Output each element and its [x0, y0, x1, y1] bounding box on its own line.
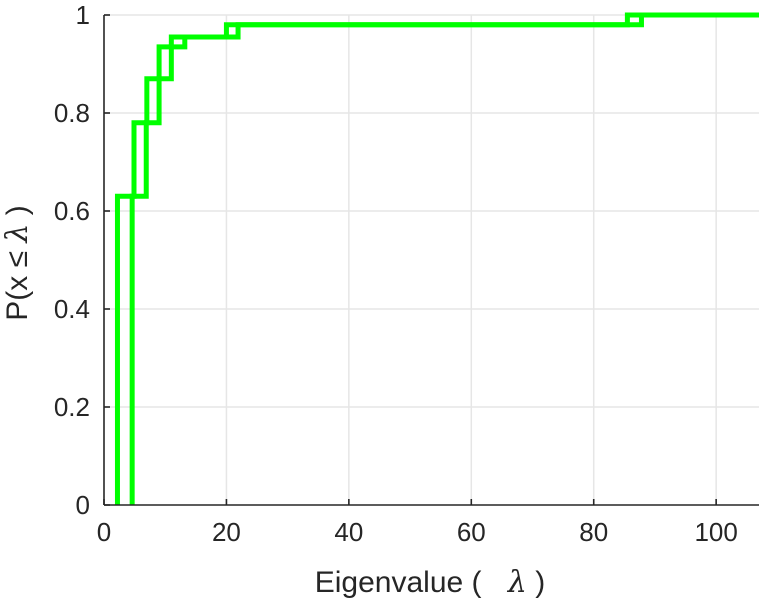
- x-tick-label: 40: [334, 517, 363, 547]
- series-layer: [114, 12, 759, 505]
- x-tick-label: 0: [97, 517, 111, 547]
- x-axis-label-symbol: λ: [507, 565, 527, 600]
- x-tick-label: 20: [212, 517, 241, 547]
- y-axis-label-close: ): [1, 205, 34, 215]
- y-axis-label: P(x ≤ λ ): [0, 205, 35, 321]
- tick-labels: 0 20 40 60 80 100 0 0.2 0.4 0.6 0.8 1: [54, 0, 738, 547]
- y-axis-label-text: P(x ≤: [1, 243, 34, 321]
- x-axis-label: Eigenvalue ( λ ): [315, 565, 545, 600]
- x-axis-label-text: Eigenvalue (: [315, 566, 482, 599]
- y-tick-label: 0.2: [54, 392, 90, 422]
- grid: [104, 14, 759, 505]
- x-tick-label: 100: [694, 517, 737, 547]
- x-axis-label-close: ): [535, 566, 545, 599]
- y-tick-label: 1: [76, 0, 90, 30]
- y-tick-label: 0.6: [54, 196, 90, 226]
- x-tick-label: 80: [579, 517, 608, 547]
- y-axis-label-symbol: λ: [0, 224, 35, 244]
- cdf-series-line-2: [129, 12, 759, 505]
- x-tick-label: 60: [457, 517, 486, 547]
- y-tick-label: 0.4: [54, 294, 90, 324]
- axes: [103, 14, 759, 506]
- y-tick-label: 0.8: [54, 98, 90, 128]
- cdf-series-line-1: [114, 12, 759, 505]
- y-tick-label: 0: [76, 490, 90, 520]
